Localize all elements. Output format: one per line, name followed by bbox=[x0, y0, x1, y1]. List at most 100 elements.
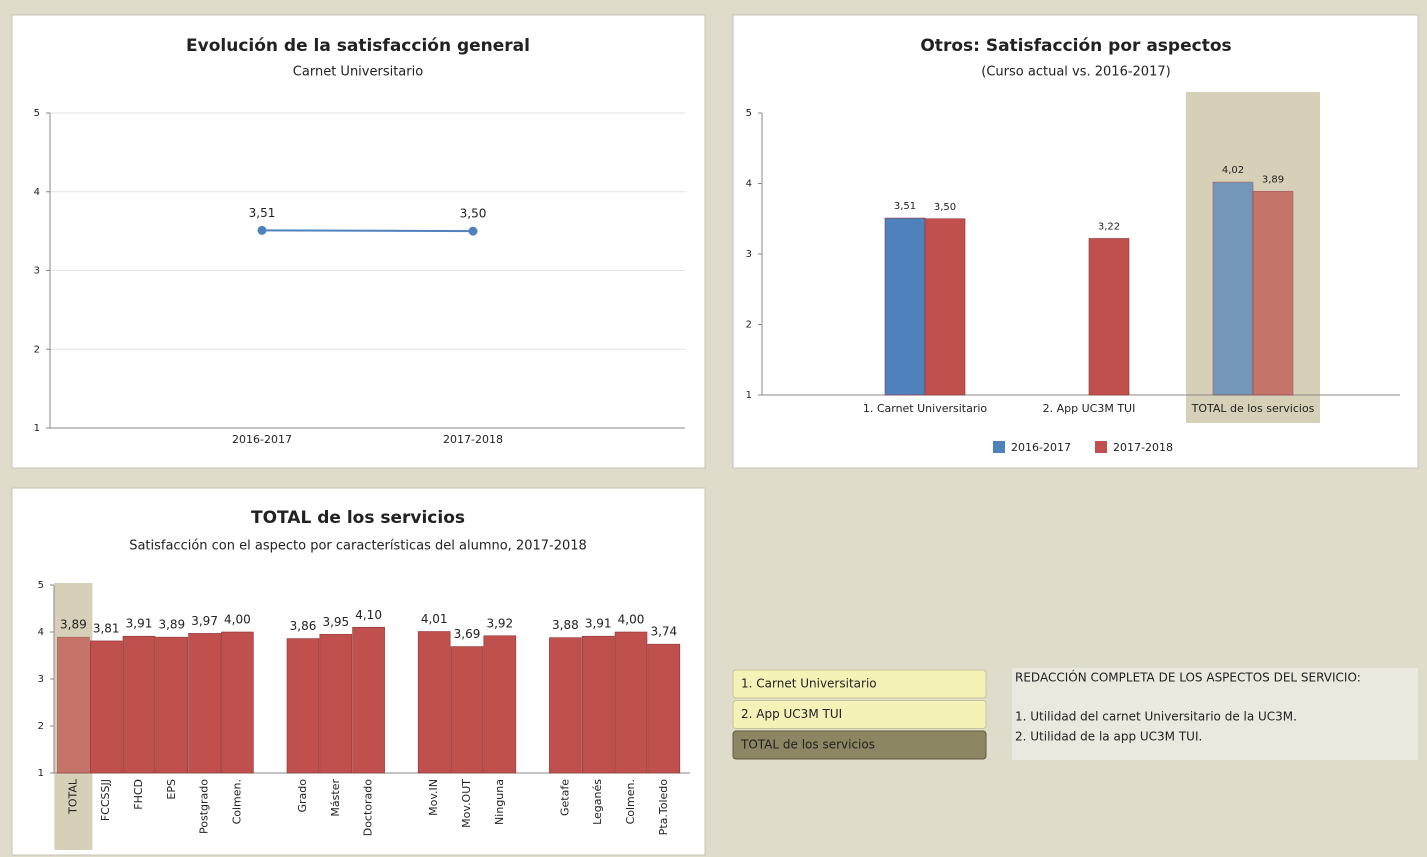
chart-title: Otros: Satisfacción por aspectos bbox=[920, 36, 1231, 56]
button[interactable] bbox=[732, 700, 987, 729]
x-tick-label: Pta.Toledo bbox=[657, 779, 670, 836]
x-tick-label: Mov.OUT bbox=[460, 779, 473, 828]
value-label: 3,97 bbox=[191, 614, 218, 628]
y-tick-label: 4 bbox=[34, 187, 40, 198]
y-tick-label: 2 bbox=[746, 320, 752, 331]
chart-subtitle: Carnet Universitario bbox=[293, 65, 423, 80]
bar bbox=[1252, 190, 1294, 396]
y-tick-label: 5 bbox=[38, 580, 44, 591]
button[interactable] bbox=[732, 730, 987, 760]
bar bbox=[89, 640, 123, 774]
notes-line: 2. Utilidad de la app UC3M TUI. bbox=[1015, 730, 1202, 744]
x-tick-label: TOTAL bbox=[66, 778, 79, 815]
x-tick-label: Grado bbox=[296, 779, 309, 813]
value-label: 3,91 bbox=[585, 617, 612, 631]
legend-label: 2016-2017 bbox=[1011, 441, 1071, 454]
point bbox=[257, 225, 267, 235]
y-tick-label: 3 bbox=[34, 266, 40, 277]
x-tick-label: TOTAL de los servicios bbox=[1191, 402, 1315, 415]
value-label: 3,91 bbox=[126, 617, 153, 631]
button-label[interactable]: TOTAL de los servicios bbox=[740, 738, 875, 752]
legend-swatch bbox=[993, 441, 1005, 453]
value-label: 4,00 bbox=[224, 613, 251, 627]
value-label: 3,89 bbox=[60, 618, 87, 632]
x-tick-label: Máster bbox=[329, 779, 342, 817]
bar bbox=[647, 643, 681, 774]
chart-title: TOTAL de los servicios bbox=[251, 508, 465, 528]
bar bbox=[155, 636, 189, 774]
x-tick-label: 2017-2018 bbox=[443, 433, 503, 446]
bar bbox=[319, 634, 353, 774]
x-tick-label: 2. App UC3M TUI bbox=[1043, 402, 1136, 415]
value-label: 3,89 bbox=[1262, 174, 1284, 185]
value-label: 3,95 bbox=[322, 615, 349, 629]
value-label: 3,50 bbox=[934, 202, 956, 213]
y-tick-label: 1 bbox=[746, 390, 752, 401]
bar bbox=[924, 218, 966, 396]
chart-subtitle: Satisfacción con el aspecto por caracter… bbox=[129, 539, 587, 554]
bar bbox=[884, 217, 926, 396]
x-tick-label: Postgrado bbox=[198, 779, 211, 834]
x-tick-label: FHCD bbox=[132, 779, 145, 810]
value-label: 3,69 bbox=[454, 627, 481, 641]
x-tick-label: FCCSSJJ bbox=[99, 779, 112, 821]
y-tick-label: 4 bbox=[746, 179, 752, 190]
bar bbox=[1212, 181, 1254, 396]
bar bbox=[483, 635, 517, 774]
notes-line: 1. Utilidad del carnet Universitario de … bbox=[1015, 710, 1297, 724]
line bbox=[261, 229, 474, 233]
y-tick-label: 2 bbox=[34, 344, 40, 355]
value-label: 3,50 bbox=[460, 207, 487, 221]
value-label: 3,51 bbox=[249, 206, 276, 220]
button[interactable] bbox=[732, 669, 987, 699]
value-label: 3,74 bbox=[650, 625, 677, 639]
x-tick-label: Leganés bbox=[591, 779, 604, 825]
legend-label: 2017-2018 bbox=[1113, 441, 1173, 454]
value-label: 3,88 bbox=[552, 618, 579, 632]
y-tick-label: 1 bbox=[38, 768, 44, 779]
value-label: 4,00 bbox=[618, 613, 645, 627]
y-tick-label: 1 bbox=[34, 423, 40, 434]
button-label[interactable]: 1. Carnet Universitario bbox=[741, 677, 877, 691]
bar bbox=[450, 646, 484, 774]
value-label: 4,10 bbox=[355, 608, 382, 622]
x-tick-label: Mov.IN bbox=[427, 779, 440, 816]
x-tick-label: Colmen. bbox=[624, 779, 637, 824]
bar bbox=[188, 633, 221, 774]
bar bbox=[549, 637, 582, 774]
value-label: 4,01 bbox=[421, 612, 448, 626]
bar bbox=[221, 631, 254, 774]
y-tick-label: 3 bbox=[746, 249, 752, 260]
value-label: 3,89 bbox=[158, 618, 185, 632]
x-tick-label: 2016-2017 bbox=[232, 433, 292, 446]
y-tick-label: 5 bbox=[34, 108, 40, 119]
x-tick-label: Doctorado bbox=[362, 779, 375, 837]
panel bbox=[11, 14, 706, 469]
x-tick-label: 1. Carnet Universitario bbox=[863, 402, 988, 415]
y-tick-label: 5 bbox=[746, 108, 752, 119]
x-tick-label: EPS bbox=[165, 779, 178, 800]
x-tick-label: Ninguna bbox=[493, 779, 506, 825]
chart-title: Evolución de la satisfacción general bbox=[186, 36, 530, 56]
x-tick-label: Colmen. bbox=[230, 779, 243, 824]
bar bbox=[581, 635, 615, 774]
point bbox=[468, 226, 478, 236]
value-label: 3,81 bbox=[93, 621, 120, 635]
y-tick-label: 4 bbox=[38, 627, 44, 638]
y-tick-label: 3 bbox=[38, 674, 44, 685]
value-label: 3,86 bbox=[290, 619, 317, 633]
bar bbox=[352, 626, 385, 774]
notes-heading: REDACCIÓN COMPLETA DE LOS ASPECTOS DEL S… bbox=[1015, 670, 1361, 685]
chart-subtitle: (Curso actual vs. 2016-2017) bbox=[981, 65, 1170, 80]
bar bbox=[122, 635, 156, 774]
button-label[interactable]: 2. App UC3M TUI bbox=[741, 707, 842, 721]
value-label: 3,22 bbox=[1098, 221, 1120, 232]
bar bbox=[614, 631, 648, 774]
legend-swatch bbox=[1095, 441, 1107, 453]
value-label: 3,92 bbox=[486, 616, 513, 630]
y-tick-label: 2 bbox=[38, 721, 44, 732]
bar bbox=[1088, 238, 1130, 396]
bar bbox=[286, 638, 320, 774]
value-label: 3,51 bbox=[894, 201, 916, 212]
